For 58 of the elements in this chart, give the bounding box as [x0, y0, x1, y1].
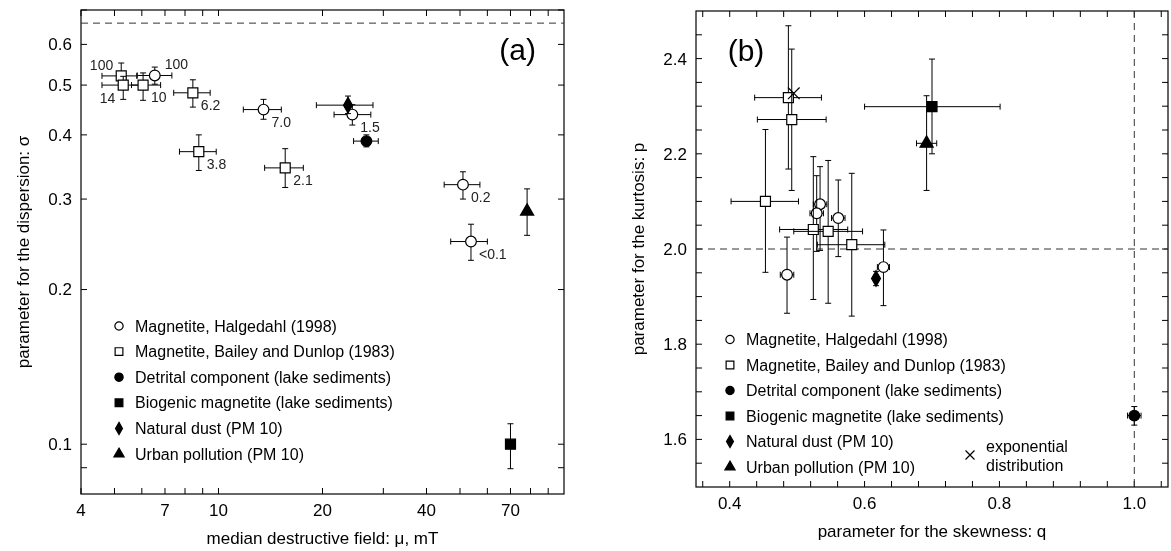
y-tick-label: 2.2: [663, 144, 687, 164]
x-tick-label: 0.8: [987, 494, 1012, 513]
point: [822, 225, 834, 237]
point: [926, 101, 938, 113]
y-tick-label: 0.2: [48, 280, 72, 300]
legend-label: Natural dust (PM 10): [746, 433, 894, 451]
y-tick-label: 1.8: [663, 335, 687, 355]
x-tick-label: 1.0: [1122, 494, 1147, 513]
annotation: 100: [164, 56, 189, 73]
x-tick-label: 10: [209, 501, 228, 520]
y-tick-label: 0.1: [48, 435, 72, 455]
x-tick-label: 0.6: [852, 494, 877, 513]
y-tick-label: 0.6: [48, 35, 72, 55]
y-tick-label: 1.6: [663, 430, 687, 450]
annotation: 6.2: [200, 96, 221, 113]
point: [919, 135, 934, 148]
legend-label: exponential distribution: [986, 437, 1068, 474]
annotation: 7.0: [271, 113, 292, 130]
x-axis-title: parameter for the skewness: q: [817, 522, 1047, 541]
legend-label: Biogenic magnetite (lake sediments): [746, 407, 1004, 425]
x-tick-label: 7: [160, 501, 170, 520]
point: [787, 86, 801, 100]
x-tick-label: 70: [501, 501, 520, 520]
x-tick-label: 40: [417, 501, 436, 520]
legend-label: Magnetite, Halgedahl (1998): [135, 317, 337, 335]
y-tick-label: 2.0: [663, 239, 687, 259]
point: [846, 239, 858, 251]
legend-label: Urban pollution (PM 10): [746, 458, 915, 476]
annotation: 14: [99, 90, 116, 107]
annotation: 0.2: [470, 188, 491, 205]
annotation: 1.5: [360, 118, 381, 135]
legend-label: Natural dust (PM 10): [135, 420, 283, 437]
y-tick-label: 0.3: [48, 190, 72, 210]
annotation: 3.8: [206, 155, 227, 172]
x-tick-label: 0.4: [717, 494, 742, 513]
text: (a): [499, 33, 536, 66]
y-axis-title: parameter for the kurtosis: p: [629, 142, 648, 356]
annotation: 2.1: [293, 171, 313, 188]
legend-label: Magnetite, Bailey and Dunlop (1983): [746, 356, 1006, 374]
point: [759, 195, 772, 207]
y-tick-label: 0.4: [48, 125, 72, 145]
legend-label: Magnetite, Bailey and Dunlop (1983): [135, 343, 395, 361]
legend-label: Urban pollution (PM 10): [135, 445, 304, 463]
annotation: 10: [151, 89, 167, 106]
legend-label: Magnetite, Halgedahl (1998): [746, 331, 948, 349]
text: (b): [727, 34, 765, 67]
y-axis-title: parameter for the dispersion: σ: [14, 135, 33, 369]
y-tick-label: 2.4: [663, 49, 687, 69]
x-axis-title: median destructive field: μ, mT: [206, 529, 439, 548]
legend-label: Detrital component (lake sediments): [135, 368, 392, 386]
x-tick-label: 4: [76, 501, 86, 520]
legend-label: Detrital component (lake sediments): [746, 382, 1003, 400]
y-tick-label: 0.5: [48, 76, 72, 96]
annotation: <0.1: [478, 245, 507, 262]
point: [786, 113, 798, 126]
annotation: 100: [89, 56, 114, 73]
legend-label: Biogenic magnetite (lake sediments): [135, 394, 393, 412]
x-tick-label: 20: [313, 501, 332, 520]
